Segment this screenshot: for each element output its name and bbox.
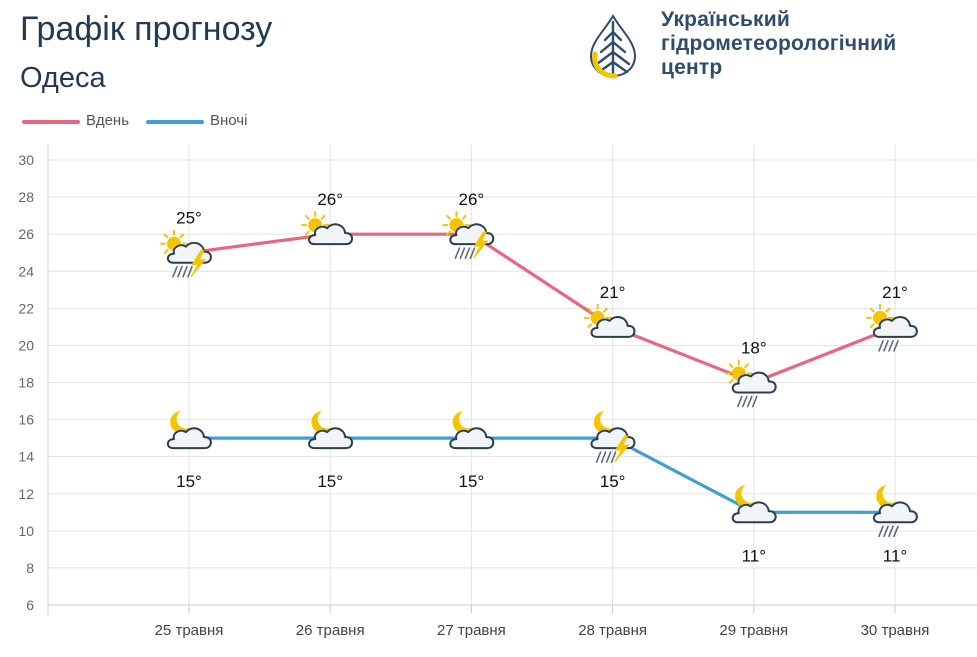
moon-cloud-icon: [449, 411, 495, 450]
water-drop-logo-icon: [589, 13, 637, 79]
org-line: центр: [661, 56, 723, 79]
data-label: 15°: [176, 472, 202, 491]
y-tick-label: 8: [26, 560, 34, 576]
data-label: 25°: [176, 209, 202, 228]
data-label: 21°: [882, 283, 908, 302]
y-tick-label: 16: [18, 412, 34, 428]
y-tick-label: 14: [18, 449, 34, 465]
x-tick-label: 28 травня: [578, 622, 647, 639]
y-tick-label: 18: [18, 375, 34, 391]
series-line-day: [187, 232, 897, 385]
y-tick-label: 20: [18, 337, 34, 353]
y-tick-label: 6: [26, 597, 34, 613]
legend-label-day: Вдень: [86, 112, 130, 129]
sun-cloud-icon: [583, 303, 636, 338]
y-tick-label: 26: [18, 226, 34, 242]
data-label: 11°: [883, 546, 907, 565]
legend-label-night: Вночі: [210, 112, 248, 129]
data-label: 11°: [742, 546, 766, 565]
y-tick-label: 30: [18, 152, 34, 168]
organization-name: Український гідрометеорологічний центр: [661, 8, 896, 80]
sun-cloud-rain-icon: [866, 303, 918, 352]
moon-cloud-icon: [166, 411, 212, 450]
moon-cloud-rain-thunder-icon: [590, 411, 636, 463]
sun-cloud-rain-icon: [724, 359, 777, 408]
data-label: 15°: [459, 472, 485, 491]
sun-cloud-icon: [301, 211, 354, 246]
sun-cloud-rain-thunder-icon: [442, 211, 495, 259]
x-tick-label: 25 травня: [155, 622, 224, 639]
moon-cloud-rain-icon: [872, 485, 918, 538]
data-label: 26°: [459, 190, 485, 209]
y-tick-label: 10: [18, 523, 34, 539]
data-label: 26°: [317, 190, 343, 209]
org-line: гідрометеорологічний: [661, 32, 897, 55]
y-tick-label: 24: [18, 263, 34, 279]
x-tick-label: 29 травня: [719, 622, 788, 639]
x-tick-label: 27 травня: [437, 622, 506, 639]
legend-line-day: [22, 120, 80, 124]
org-line: Український: [661, 8, 790, 31]
data-label: 15°: [600, 472, 626, 491]
moon-cloud-icon: [731, 485, 777, 524]
x-tick-label: 30 травня: [861, 622, 930, 639]
data-label: 15°: [317, 472, 343, 491]
legend-line-night: [146, 120, 204, 124]
y-tick-label: 12: [18, 486, 34, 502]
data-label: 21°: [600, 283, 626, 302]
x-tick-label: 26 травня: [296, 622, 365, 639]
sun-cloud-rain-thunder-icon: [160, 229, 212, 278]
moon-cloud-icon: [308, 411, 354, 450]
series-line-night: [187, 436, 897, 514]
page-title: Графік прогнозу: [20, 10, 273, 48]
city-name: Одеса: [20, 62, 106, 94]
y-tick-label: 28: [18, 189, 34, 205]
data-label: 18°: [741, 339, 767, 358]
y-tick-label: 22: [18, 300, 34, 316]
